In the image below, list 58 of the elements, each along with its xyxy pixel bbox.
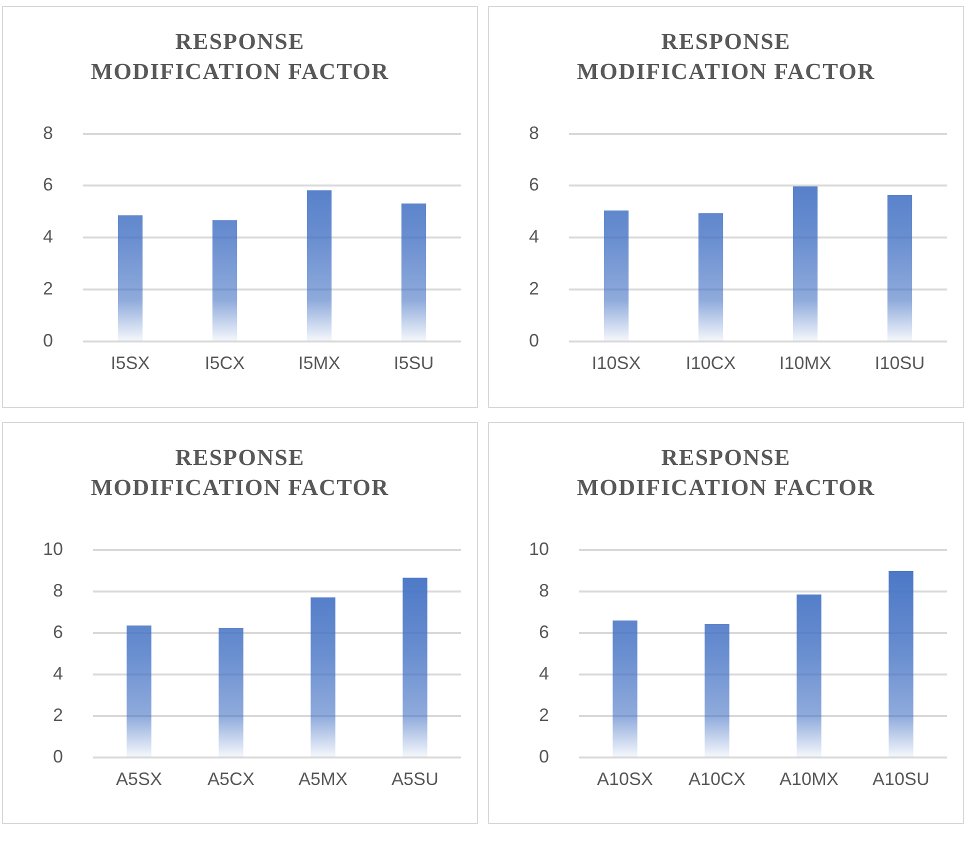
y-tick-label: 0 <box>539 746 550 766</box>
x-tick-label: A5MX <box>298 768 348 789</box>
x-tick-label: A10SU <box>872 768 930 789</box>
y-tick-label: 8 <box>539 580 550 600</box>
x-tick-label: A5SX <box>116 768 162 789</box>
bar <box>401 203 426 341</box>
x-tick-label: I10MX <box>779 352 832 373</box>
y-tick-label: 2 <box>528 278 540 298</box>
y-tick-label: 4 <box>539 663 550 684</box>
x-tick-label: A10SX <box>596 768 654 789</box>
y-tick-label: 0 <box>42 330 54 350</box>
y-tick-label: 6 <box>53 622 64 642</box>
y-tick-label: 8 <box>53 580 64 600</box>
x-tick-label: I10CX <box>686 352 736 373</box>
chart-title: RESPONSE MODIFICATION FACTOR <box>576 28 876 86</box>
bar <box>212 220 238 341</box>
bar <box>306 190 332 341</box>
y-tick-label: 6 <box>42 174 54 194</box>
chart-title: RESPONSE MODIFICATION FACTOR <box>90 444 390 502</box>
x-tick-label: I5MX <box>298 352 340 373</box>
x-tick-label: A5CX <box>208 768 255 789</box>
y-tick-label: 2 <box>539 704 550 725</box>
x-tick-label: I10SU <box>874 352 925 373</box>
bar <box>604 210 629 341</box>
x-tick-label: I5SU <box>394 352 434 373</box>
y-tick-label: 10 <box>528 538 550 559</box>
y-tick-label: 10 <box>42 538 64 559</box>
chart-title: RESPONSE MODIFICATION FACTOR <box>90 28 390 86</box>
y-tick-label: 2 <box>53 704 64 725</box>
bar <box>218 628 244 757</box>
x-tick-label: I10SX <box>592 352 641 373</box>
y-tick-label: 6 <box>528 174 540 194</box>
bar <box>796 594 822 757</box>
y-tick-label: 2 <box>42 278 54 298</box>
bar <box>792 186 818 341</box>
bar <box>612 620 638 757</box>
chart-title: RESPONSE MODIFICATION FACTOR <box>576 444 876 502</box>
bar <box>118 214 143 341</box>
x-tick-label: A5SU <box>391 768 439 789</box>
y-tick-label: 6 <box>539 622 550 642</box>
x-tick-label: I5SX <box>110 352 150 373</box>
bar <box>698 212 724 341</box>
x-tick-label: I5CX <box>204 352 245 373</box>
y-tick-label: 4 <box>42 226 54 246</box>
bar <box>310 597 336 757</box>
bar <box>402 577 428 757</box>
bar <box>126 625 152 757</box>
x-tick-label: A10CX <box>688 768 746 789</box>
bar <box>887 194 912 341</box>
y-tick-label: 4 <box>528 226 540 246</box>
x-tick-label: A10MX <box>779 768 839 789</box>
bar <box>704 624 730 757</box>
y-tick-label: 4 <box>53 663 64 684</box>
y-tick-label: 0 <box>528 330 540 350</box>
bar <box>888 570 914 757</box>
y-tick-label: 0 <box>53 746 64 766</box>
y-tick-label: 8 <box>528 122 540 143</box>
y-tick-label: 8 <box>42 122 54 143</box>
